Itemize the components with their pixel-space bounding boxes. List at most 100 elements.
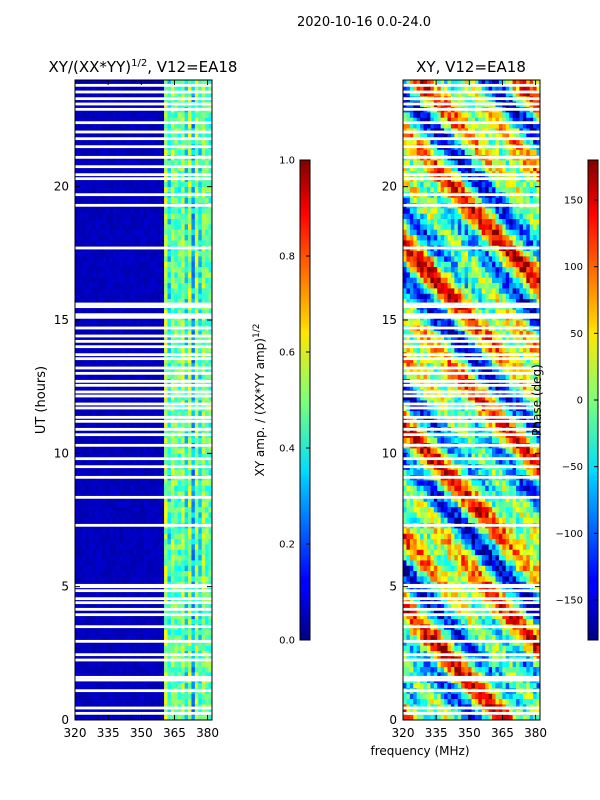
- heatmap-cell: [153, 368, 158, 374]
- heatmap-cell: [88, 256, 93, 262]
- heatmap-cell: [102, 346, 107, 353]
- heatmap-cell: [109, 213, 114, 220]
- heatmap-cell: [150, 293, 155, 300]
- heatmap-cell: [143, 165, 148, 172]
- heatmap-cell: [170, 490, 175, 497]
- heatmap-cell: [146, 394, 151, 401]
- heatmap-cell: [167, 229, 172, 236]
- heatmap-cell: [116, 501, 120, 508]
- heatmap-cell: [153, 533, 158, 540]
- heatmap-cell: [112, 160, 117, 166]
- heatmap-cell: [174, 336, 179, 342]
- heatmap-cell: [140, 272, 144, 278]
- heatmap-cell: [146, 421, 151, 428]
- heatmap-cell: [170, 250, 175, 257]
- amplitude-colorbar: 0.00.20.40.60.81.0 XY amp. / (XX*YY amp)…: [252, 156, 311, 647]
- heatmap-cell: [153, 714, 158, 720]
- heatmap-cell: [150, 672, 155, 678]
- heatmap-cell: [116, 597, 120, 604]
- heatmap-cell: [208, 613, 212, 620]
- heatmap-cell: [119, 357, 124, 364]
- heatmap-cell: [160, 229, 165, 236]
- heatmap-cell: [112, 218, 117, 225]
- heatmap-cell: [81, 80, 86, 86]
- heatmap-cell: [95, 197, 100, 204]
- heatmap-cell: [153, 133, 158, 140]
- heatmap-cell: [126, 666, 131, 673]
- heatmap-cell: [157, 213, 162, 220]
- heatmap-cell: [157, 565, 162, 572]
- heatmap-cell: [116, 277, 120, 284]
- heatmap-cell: [122, 80, 127, 86]
- heatmap-cell: [133, 362, 138, 369]
- heatmap-cell: [198, 496, 203, 502]
- heatmap-cell: [119, 186, 124, 193]
- heatmap-cell: [116, 549, 120, 556]
- flagged-time-gap: [75, 390, 212, 394]
- heatmap-cell: [160, 213, 165, 220]
- heatmap-cell: [167, 133, 172, 140]
- flagged-time-gap: [75, 601, 212, 605]
- heatmap-cell: [191, 165, 196, 172]
- heatmap-cell: [109, 234, 114, 241]
- heatmap-cell: [157, 597, 162, 604]
- heatmap-cell: [157, 133, 162, 140]
- heatmap-cell: [119, 533, 124, 540]
- heatmap-cell: [146, 437, 151, 444]
- heatmap-cell: [191, 565, 196, 572]
- heatmap-cell: [184, 613, 189, 620]
- heatmap-cell: [140, 256, 144, 262]
- heatmap-cell: [208, 453, 212, 460]
- heatmap-cell: [88, 117, 93, 124]
- heatmap-cell: [119, 234, 124, 241]
- heatmap-cell: [109, 576, 114, 582]
- heatmap-cell: [194, 213, 199, 220]
- heatmap-cell: [105, 458, 110, 465]
- heatmap-cell: [116, 608, 120, 614]
- heatmap-cell: [98, 80, 103, 86]
- heatmap-cell: [174, 256, 179, 262]
- heatmap-cell: [143, 160, 148, 166]
- heatmap-cell: [122, 640, 127, 646]
- heatmap-cell: [205, 421, 209, 428]
- heatmap-cell: [78, 490, 83, 497]
- heatmap-cell: [102, 117, 107, 124]
- heatmap-cell: [129, 640, 134, 646]
- heatmap-cell: [143, 533, 148, 540]
- heatmap-cell: [122, 693, 127, 700]
- heatmap-cell: [122, 293, 127, 300]
- heatmap-cell: [170, 602, 175, 609]
- heatmap-cell: [170, 533, 175, 540]
- heatmap-cell: [92, 437, 96, 444]
- heatmap-cell: [133, 160, 138, 166]
- heatmap-cell: [102, 160, 107, 166]
- heatmap-cell: [95, 368, 100, 374]
- heatmap-cell: [105, 570, 110, 577]
- heatmap-cell: [184, 224, 189, 230]
- heatmap-cell: [150, 250, 155, 257]
- heatmap-cell: [150, 448, 155, 454]
- heatmap-cell: [181, 218, 186, 225]
- heatmap-cell: [85, 213, 90, 220]
- flagged-time-gap: [75, 130, 212, 134]
- heatmap-cell: [112, 517, 117, 524]
- heatmap-cell: [150, 181, 155, 188]
- heatmap-cell: [92, 549, 96, 556]
- heatmap-cell: [133, 608, 138, 614]
- heatmap-cell: [177, 309, 182, 316]
- heatmap-cell: [170, 538, 175, 545]
- heatmap-cell: [146, 506, 151, 513]
- heatmap-cell: [136, 394, 141, 401]
- heatmap-cell: [167, 512, 172, 518]
- heatmap-cell: [81, 416, 86, 422]
- heatmap-cell: [98, 634, 103, 641]
- heatmap-cell: [143, 453, 148, 460]
- heatmap-cell: [157, 373, 162, 380]
- heatmap-cell: [184, 533, 189, 540]
- heatmap-cell: [92, 714, 96, 720]
- heatmap-cell: [102, 218, 107, 225]
- heatmap-cell: [146, 496, 151, 502]
- heatmap-cell: [109, 410, 114, 417]
- heatmap-cell: [198, 213, 203, 220]
- heatmap-cell: [174, 560, 179, 566]
